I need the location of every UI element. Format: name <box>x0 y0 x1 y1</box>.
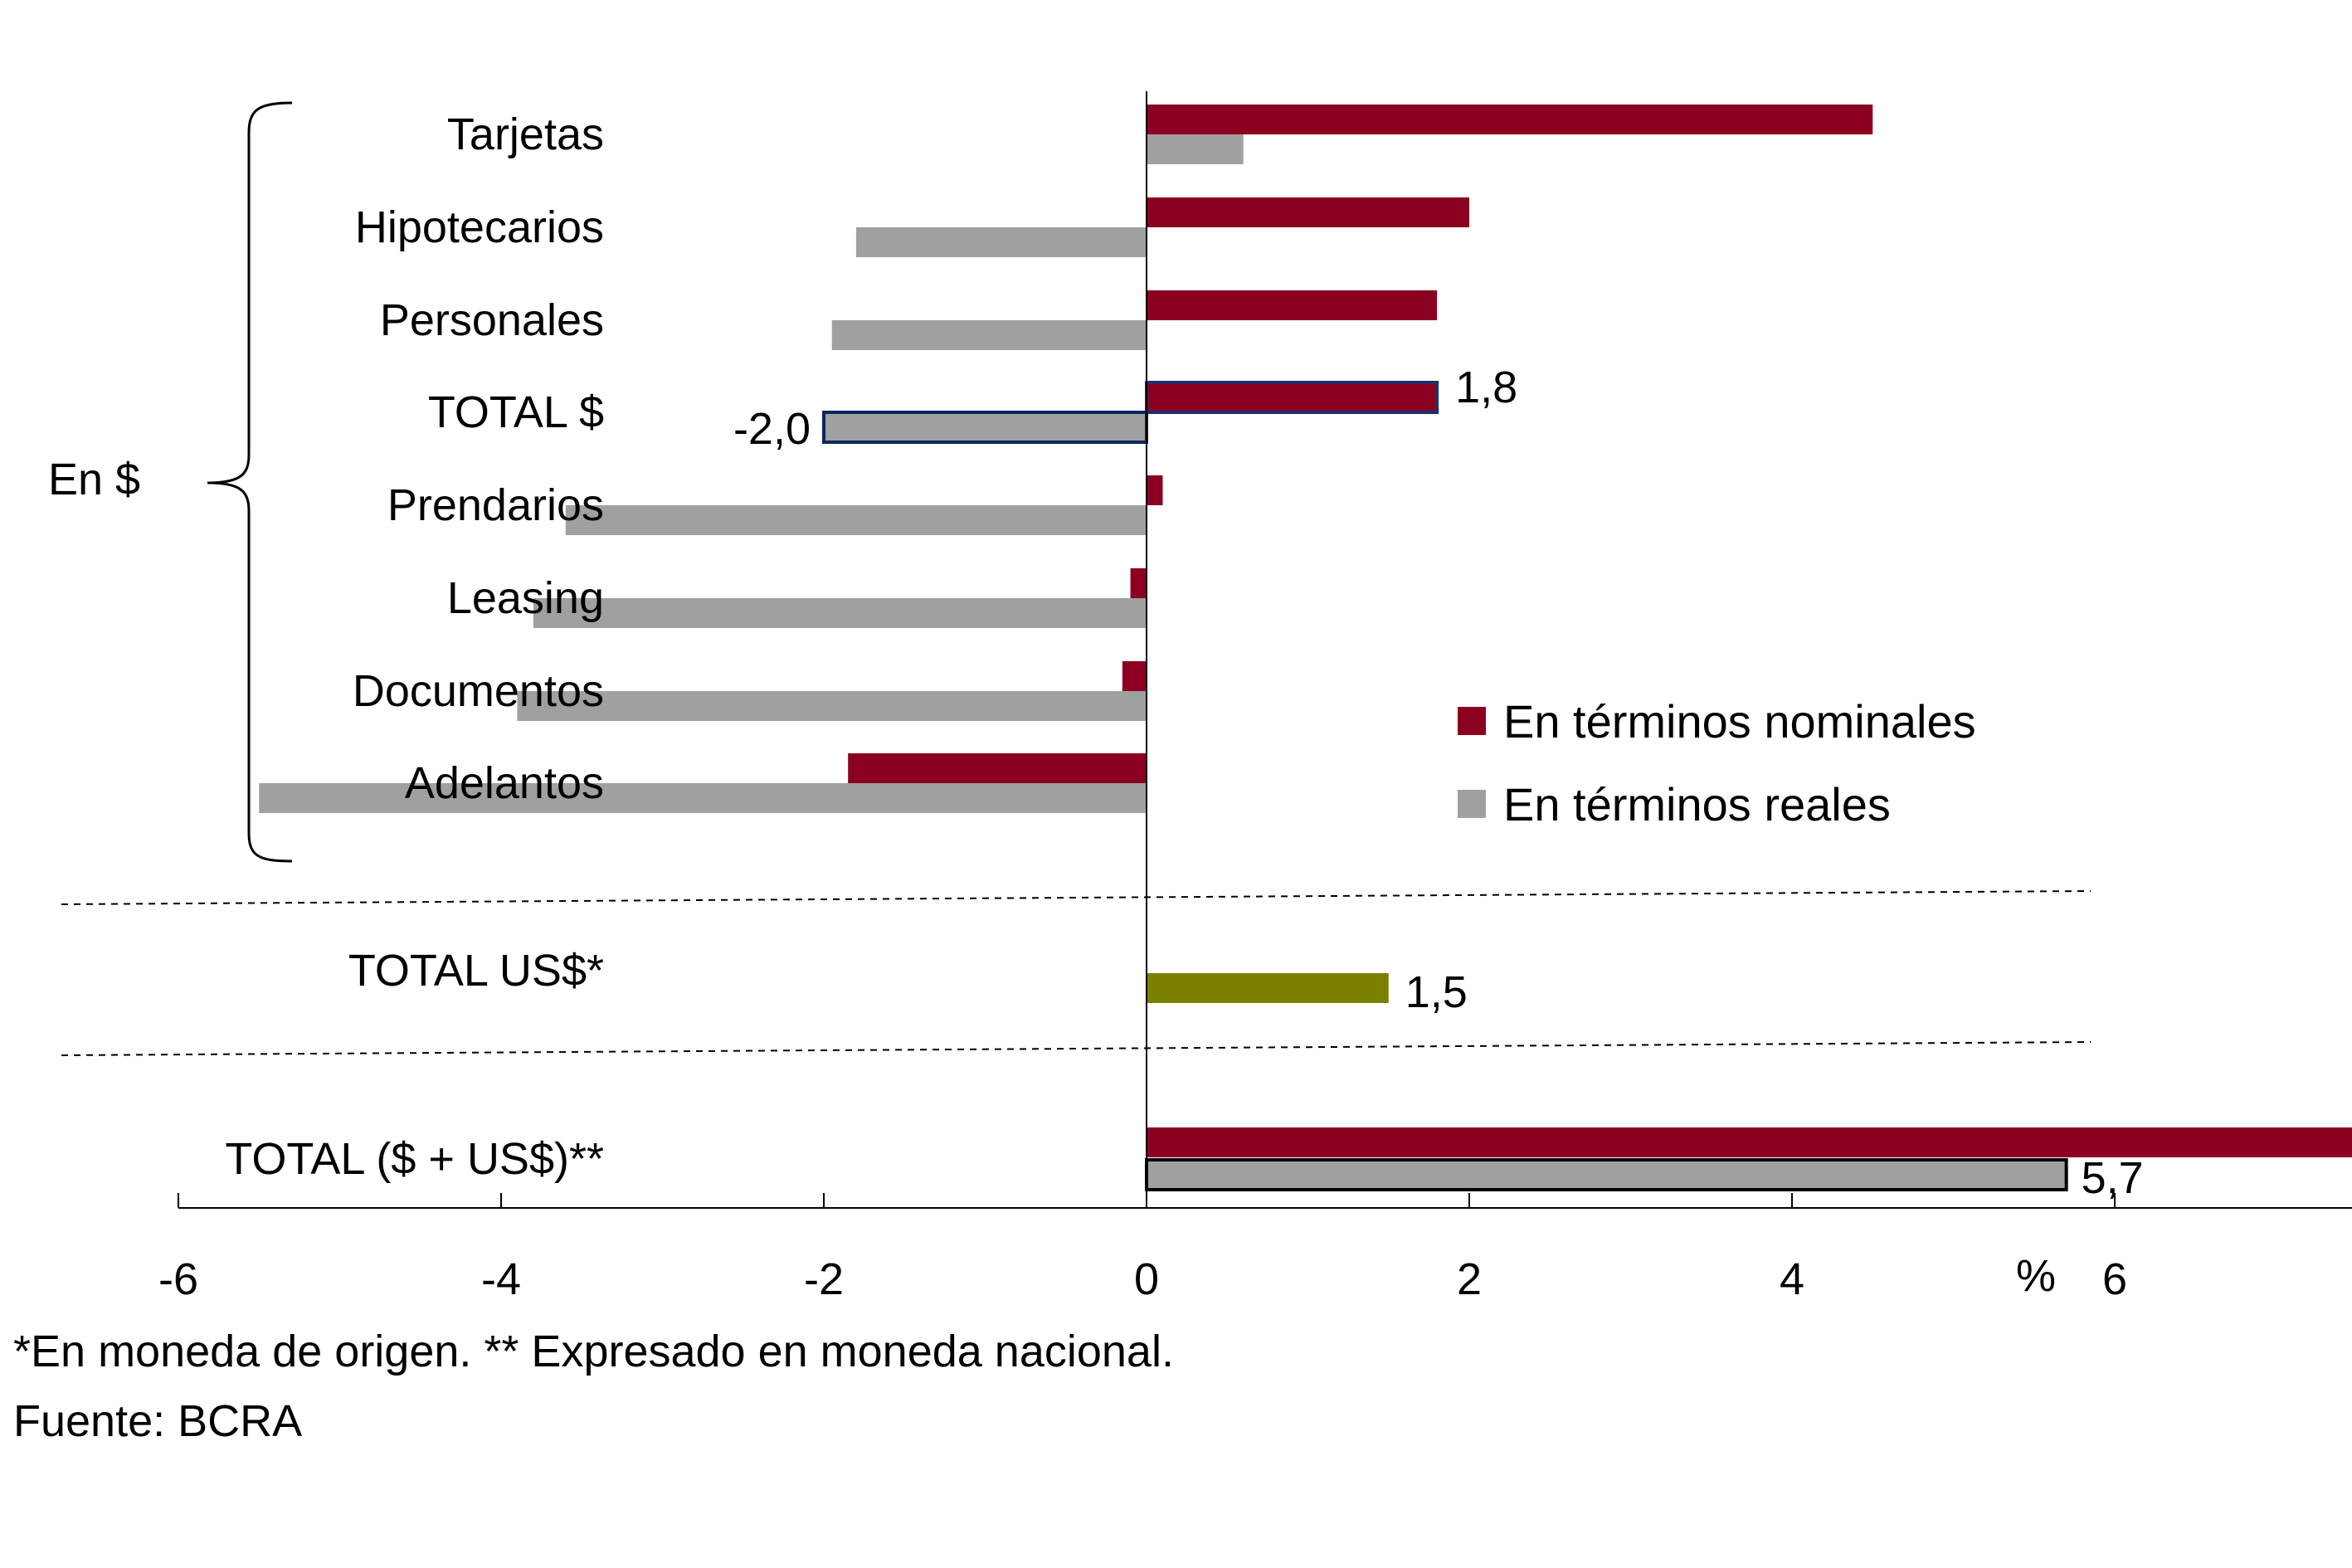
category-label: Hipotecarios <box>355 202 604 252</box>
category-labels: Tarjetas Hipotecarios Personales TOTAL $ Pre… <box>48 101 2144 1203</box>
bars-layer <box>259 105 2352 1191</box>
category-label: Prendarios <box>387 480 604 530</box>
group-label: En $ <box>48 455 140 504</box>
category-label: TOTAL $ <box>428 387 604 437</box>
footnote: *En moneda de origen. ** Expresado en mo… <box>13 1327 1174 1376</box>
x-tick-label: 6 <box>2102 1254 2127 1304</box>
bar-nominal <box>1147 197 1469 227</box>
x-tick-label: -4 <box>481 1254 521 1304</box>
bar-real <box>259 783 1147 813</box>
separator-line <box>61 890 2091 905</box>
legend-swatch-nominal <box>1458 707 1486 735</box>
bar-usd-total <box>1147 973 1389 1003</box>
x-tick-label: 2 <box>1457 1254 1482 1304</box>
data-label-total-peso-nominal: 1,8 <box>1455 363 1517 412</box>
bar-grand-total-real <box>1145 1158 2068 1191</box>
bar-nominal <box>1122 661 1147 691</box>
x-tick-label: -2 <box>804 1254 844 1304</box>
legend-label-real: En términos reales <box>1503 778 1891 830</box>
bar-real <box>1147 134 1244 164</box>
category-label: Personales <box>380 295 604 345</box>
x-tick-label: 0 <box>1134 1254 1159 1304</box>
x-tick-label: 4 <box>1780 1254 1804 1304</box>
bar-nominal <box>1130 568 1147 598</box>
data-label-total-peso-real: -2,0 <box>733 404 811 454</box>
bar-real <box>565 505 1147 535</box>
category-label: TOTAL ($ + US$)** <box>225 1134 604 1184</box>
category-label: Adelantos <box>405 758 604 808</box>
x-tick-label: -6 <box>158 1254 198 1304</box>
legend-swatch-real <box>1458 790 1486 818</box>
bar-nominal <box>1147 105 1873 134</box>
category-label: Leasing <box>447 573 604 623</box>
bar-real <box>533 598 1147 628</box>
bar-nominal <box>848 753 1147 783</box>
x-axis: -6-4-20246810% <box>61 91 2352 1304</box>
x-unit-label: % <box>2016 1251 2056 1301</box>
category-label: Documentos <box>353 666 604 716</box>
legend-label-nominal: En términos nominales <box>1503 695 1976 747</box>
data-label-grand-total-real: 5,7 <box>2082 1153 2144 1203</box>
bar-nominal <box>1145 381 1439 414</box>
bar-real <box>855 227 1147 257</box>
bar-real <box>517 691 1147 721</box>
bar-grand-total-nominal <box>1147 1127 2352 1157</box>
bar-nominal <box>1147 290 1438 320</box>
bar-real <box>822 411 1148 444</box>
bar-real <box>831 320 1147 350</box>
data-label-usd-total: 1,5 <box>1405 967 1468 1017</box>
category-label: Tarjetas <box>447 110 604 159</box>
bar-nominal <box>1147 475 1163 505</box>
group-brace <box>207 101 293 863</box>
legend: En términos nominales En términos reales <box>1458 695 1976 830</box>
source-note: Fuente: BCRA <box>13 1396 303 1446</box>
category-label: TOTAL US$* <box>348 946 604 996</box>
separator-line <box>61 1041 2091 1056</box>
